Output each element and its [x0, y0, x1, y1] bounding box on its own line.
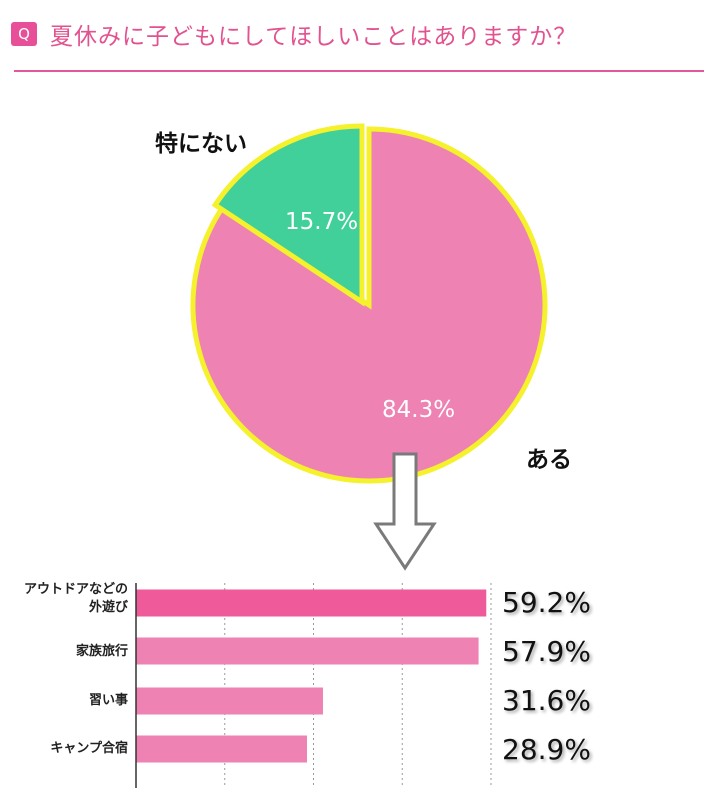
bar [136, 589, 487, 617]
bar-category-label: キャンプ合宿 [50, 741, 128, 756]
question-badge: Q [11, 22, 37, 46]
pie-slice-no [211, 123, 365, 307]
pie-slice-label-yes: ある [526, 447, 572, 473]
header-divider [14, 70, 704, 72]
pie-slice-yes [190, 126, 548, 484]
bar-category-label: 習い事 [88, 693, 128, 708]
bar-category-label: 家族旅行 [75, 644, 128, 659]
bar [136, 735, 307, 763]
bar-category-label: アウトドアなどの 外遊び [23, 582, 128, 615]
down-arrow-icon [373, 452, 437, 571]
bar-value-label: 28.9% [502, 733, 591, 766]
pie-slice-percent-yes: 84.3% [382, 397, 456, 423]
pie-slice-percent-no: 15.7% [285, 209, 359, 235]
bar-value-label: 31.6% [502, 684, 591, 717]
bar-value-label: 59.2% [502, 586, 591, 619]
question-title: 夏休みに子どもにしてほしいことはありますか？ [50, 24, 578, 50]
bar [136, 687, 323, 715]
pie-slice-label-no: 特にない [155, 131, 247, 157]
bar-value-label: 57.9% [502, 635, 591, 668]
bar [136, 637, 479, 665]
